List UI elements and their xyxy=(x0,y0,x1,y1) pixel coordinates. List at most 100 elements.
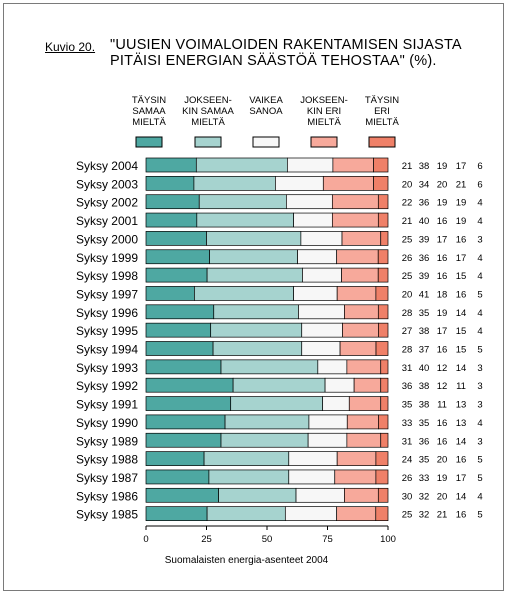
bar-segment xyxy=(145,377,234,393)
data-label: 20 xyxy=(402,179,413,190)
legend-label-2-line-3: MIELTÄ xyxy=(191,117,225,128)
data-label: 24 xyxy=(402,455,413,466)
x-axis-tick-label-25: 25 xyxy=(201,534,212,545)
bar-segment xyxy=(380,377,389,393)
bar-segment xyxy=(378,322,389,338)
data-label: 14 xyxy=(456,363,467,374)
figure-label: Kuvio 20. xyxy=(45,40,96,54)
bar-segment xyxy=(275,176,324,191)
bar-segment xyxy=(344,487,379,503)
bar-segment xyxy=(145,451,205,466)
data-label: 22 xyxy=(402,198,413,209)
legend-label-3-line-2: SANOA xyxy=(249,106,283,117)
data-label: 35 xyxy=(419,455,430,466)
bar-segment xyxy=(145,212,198,228)
data-label: 26 xyxy=(402,473,413,484)
bar-segment xyxy=(331,194,379,210)
data-label: 31 xyxy=(402,436,413,447)
data-label: 26 xyxy=(402,253,413,264)
category-label: Syksy 1994 xyxy=(76,343,138,357)
data-label: 38 xyxy=(419,161,430,172)
data-label: 19 xyxy=(437,198,448,209)
data-label: 39 xyxy=(419,234,430,245)
bar-segment xyxy=(288,469,336,485)
x-axis-tick-label-50: 50 xyxy=(262,534,273,545)
bar-segment xyxy=(324,377,355,393)
data-label: 17 xyxy=(456,473,467,484)
bar-segment xyxy=(295,487,345,503)
data-label: 16 xyxy=(456,234,467,245)
chart-title-line-2: PITÄISI ENERGIAN SÄÄSTÖÄ TEHOSTAA" (%). xyxy=(110,53,437,69)
data-label: 21 xyxy=(456,179,467,190)
bar-segment xyxy=(346,414,379,430)
legend-label-4-line-1: JOKSEEN- xyxy=(300,95,348,106)
category-label: Syksy 1996 xyxy=(76,306,138,320)
category-label: Syksy 1997 xyxy=(76,287,138,301)
data-label: 20 xyxy=(437,491,448,502)
bar-segment xyxy=(377,304,389,320)
category-label: Syksy 1986 xyxy=(76,489,138,503)
data-label: 5 xyxy=(477,289,482,300)
bar-segment xyxy=(377,249,389,265)
data-label: 16 xyxy=(437,271,448,282)
bar-segment xyxy=(220,432,309,448)
legend-label-5-line-1: TÄYSIN xyxy=(365,95,399,106)
data-label: 11 xyxy=(456,381,466,392)
bar-segment xyxy=(224,414,310,430)
legend-swatch-4 xyxy=(310,136,338,148)
bar-segment xyxy=(145,157,197,173)
data-label: 35 xyxy=(419,308,430,319)
data-label: 17 xyxy=(456,161,467,172)
data-label: 27 xyxy=(402,326,413,337)
bar-segment xyxy=(210,322,303,338)
data-label: 39 xyxy=(419,271,430,282)
bar-segment xyxy=(145,359,222,375)
bar-segment xyxy=(331,212,379,228)
bar-segment xyxy=(380,359,389,375)
data-label: 3 xyxy=(477,436,482,447)
data-label: 5 xyxy=(477,455,482,466)
x-axis-tick-label-75: 75 xyxy=(322,534,333,545)
bar-segment xyxy=(145,231,207,246)
bar-segment xyxy=(298,304,345,320)
bar-segment xyxy=(322,396,350,411)
bar-segment xyxy=(212,341,303,356)
data-label: 5 xyxy=(477,345,482,356)
data-label: 28 xyxy=(402,345,413,356)
figure-frame xyxy=(3,3,504,591)
data-label: 37 xyxy=(419,345,430,356)
data-label: 38 xyxy=(419,400,430,411)
data-label: 19 xyxy=(437,161,448,172)
chart-title-line-1: "UUSIEN VOIMALOIDEN RAKENTAMISEN SIJASTA xyxy=(110,37,462,53)
category-label: Syksy 1998 xyxy=(76,269,138,283)
data-label: 15 xyxy=(456,326,467,337)
bar-segment xyxy=(375,469,389,485)
data-label: 36 xyxy=(419,198,430,209)
legend-label-5-line-2: ERI xyxy=(374,106,390,117)
data-label: 19 xyxy=(456,216,467,227)
data-label: 20 xyxy=(437,455,448,466)
data-label: 25 xyxy=(402,271,413,282)
data-label: 17 xyxy=(437,326,448,337)
data-label: 17 xyxy=(456,253,467,264)
bar-segment xyxy=(377,194,389,210)
bar-segment xyxy=(145,341,214,356)
data-label: 16 xyxy=(437,345,448,356)
bar-segment xyxy=(336,249,379,265)
data-label: 25 xyxy=(402,234,413,245)
bar-segment xyxy=(209,249,298,265)
data-label: 36 xyxy=(419,436,430,447)
data-label: 6 xyxy=(477,161,482,172)
data-label: 16 xyxy=(437,418,448,429)
bar-segment xyxy=(378,414,389,430)
data-label: 6 xyxy=(477,179,482,190)
bar-segment xyxy=(213,304,299,320)
bar-segment xyxy=(286,194,333,210)
data-label: 16 xyxy=(437,436,448,447)
bar-segment xyxy=(375,451,389,466)
bar-segment xyxy=(145,249,210,265)
bar-segment xyxy=(332,157,374,173)
data-label: 33 xyxy=(419,473,430,484)
chart-caption-text: Suomalaisten energia-asenteet 2004 xyxy=(164,555,329,566)
legend-label-2-line-2: KIN SAMAA xyxy=(182,106,234,117)
